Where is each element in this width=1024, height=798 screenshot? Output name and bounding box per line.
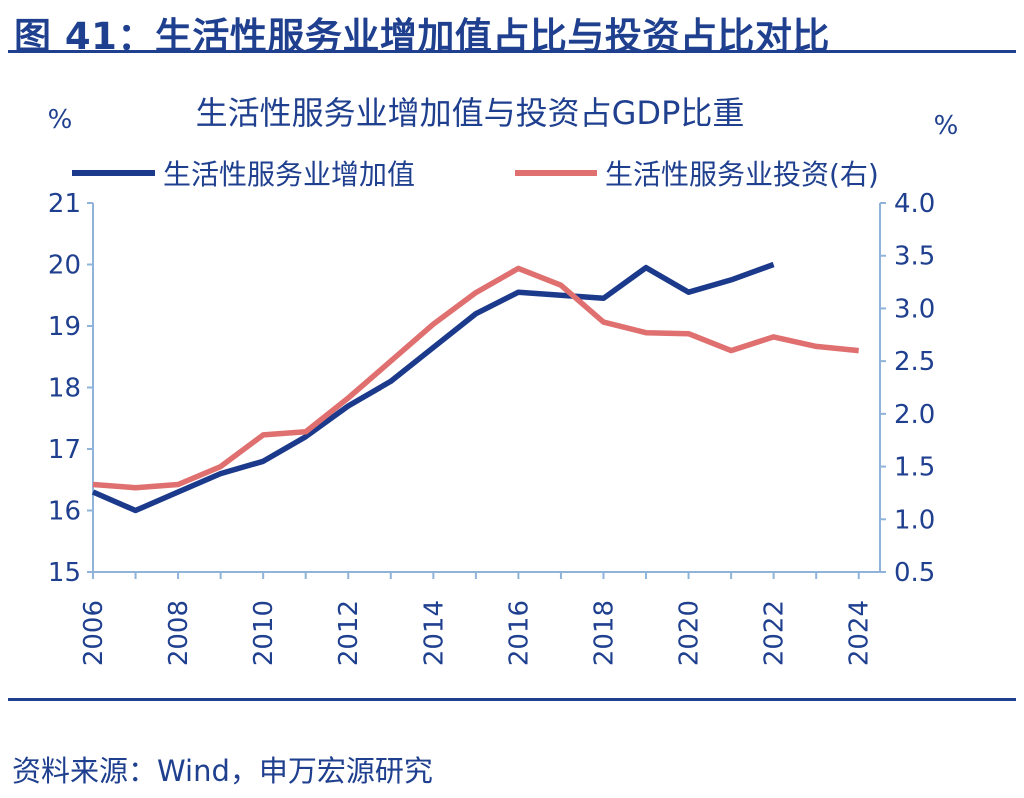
x-tick-label: 2016 bbox=[504, 600, 534, 666]
series-line-value-added bbox=[91, 261, 775, 514]
x-tick-label: 2020 bbox=[675, 600, 705, 666]
left-tick-label: 19 bbox=[48, 312, 81, 342]
right-tick-label: 2.5 bbox=[894, 347, 935, 377]
x-tick-label: 2014 bbox=[419, 600, 449, 666]
x-tick-label: 2022 bbox=[760, 600, 790, 666]
x-tick-label: 2018 bbox=[589, 600, 619, 666]
legend-item-investment-label: 生活性服务业投资(右) bbox=[605, 158, 879, 191]
left-tick-label: 16 bbox=[48, 497, 81, 527]
right-tick-label: 2.0 bbox=[894, 400, 935, 430]
right-tick-label: 1.0 bbox=[894, 505, 935, 535]
right-tick-label: 4.0 bbox=[894, 189, 935, 219]
x-tick-label: 2006 bbox=[79, 600, 109, 666]
x-tick-label: 2010 bbox=[249, 600, 279, 666]
x-tick-label: 2012 bbox=[334, 600, 364, 666]
left-tick-label: 15 bbox=[48, 558, 81, 588]
left-axis-unit: % bbox=[48, 105, 73, 135]
legend-item-value-added-label: 生活性服务业增加值 bbox=[163, 158, 415, 191]
legend: 生活性服务业增加值 生活性服务业投资(右) bbox=[72, 158, 879, 191]
chart-title: 生活性服务业增加值与投资占GDP比重 bbox=[196, 94, 745, 132]
left-tick-label: 21 bbox=[48, 189, 81, 219]
title-rule bbox=[8, 50, 1016, 53]
left-tick-label: 20 bbox=[48, 251, 81, 281]
right-axis-unit: % bbox=[934, 111, 959, 141]
source-note: 资料来源：Wind，申万宏源研究 bbox=[12, 754, 433, 788]
x-tick-label: 2008 bbox=[164, 600, 194, 666]
right-tick-label: 3.0 bbox=[894, 294, 935, 324]
x-tick-label: 2024 bbox=[845, 600, 875, 666]
footer-rule bbox=[8, 698, 1016, 701]
left-tick-label: 18 bbox=[48, 374, 81, 404]
right-tick-label: 0.5 bbox=[894, 558, 935, 588]
right-tick-label: 1.5 bbox=[894, 453, 935, 483]
series-line-investment bbox=[92, 265, 859, 491]
right-tick-label: 3.5 bbox=[894, 242, 935, 272]
left-tick-label: 17 bbox=[48, 435, 81, 465]
